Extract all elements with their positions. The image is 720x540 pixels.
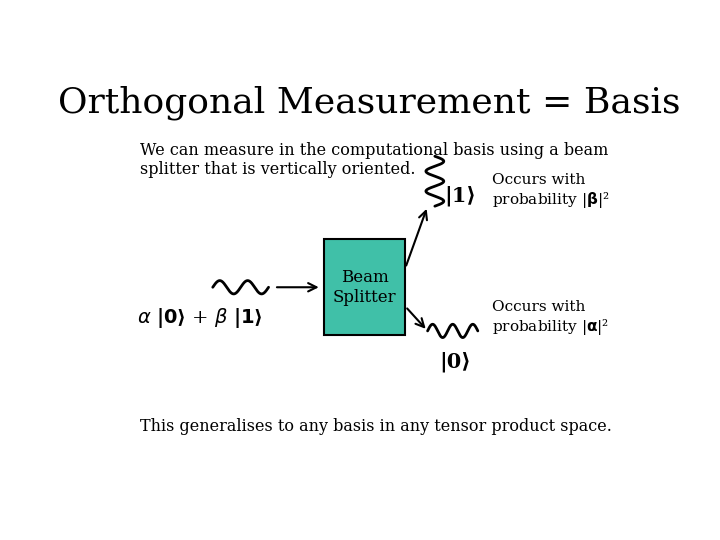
FancyBboxPatch shape: [324, 239, 405, 335]
Text: Occurs with
probability |$\mathbf{\beta}$|²: Occurs with probability |$\mathbf{\beta}…: [492, 173, 609, 210]
Text: |1⟩: |1⟩: [444, 186, 476, 206]
Text: Occurs with
probability |$\mathbf{\alpha}$|²: Occurs with probability |$\mathbf{\alpha…: [492, 300, 609, 336]
Text: Orthogonal Measurement = Basis: Orthogonal Measurement = Basis: [58, 85, 680, 120]
Text: This generalises to any basis in any tensor product space.: This generalises to any basis in any ten…: [140, 418, 612, 435]
Text: $\alpha$ $\mathbf{|0\rangle}$ + $\beta$ $\mathbf{|1\rangle}$: $\alpha$ $\mathbf{|0\rangle}$ + $\beta$ …: [138, 306, 263, 330]
Text: Beam
Splitter: Beam Splitter: [333, 269, 397, 306]
Text: |0⟩: |0⟩: [438, 352, 470, 373]
Text: We can measure in the computational basis using a beam
splitter that is vertical: We can measure in the computational basi…: [140, 141, 608, 178]
